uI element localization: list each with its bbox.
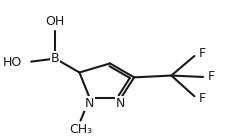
Text: B: B xyxy=(51,52,60,65)
Text: N: N xyxy=(85,97,94,110)
Text: N: N xyxy=(116,97,125,110)
Text: F: F xyxy=(208,70,215,83)
Text: F: F xyxy=(198,92,206,105)
Text: OH: OH xyxy=(46,15,65,28)
Text: CH₃: CH₃ xyxy=(69,123,92,136)
Text: HO: HO xyxy=(3,56,22,69)
Text: F: F xyxy=(198,47,206,60)
